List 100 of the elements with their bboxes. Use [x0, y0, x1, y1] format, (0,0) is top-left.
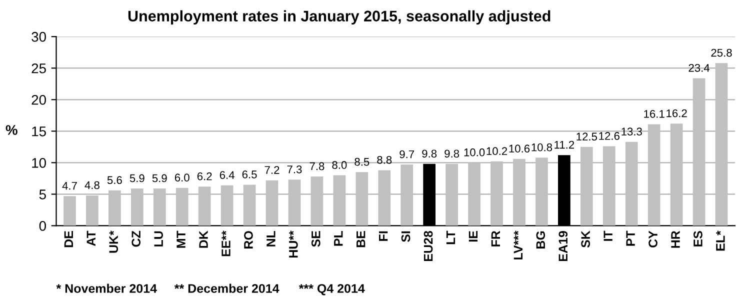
bar [266, 180, 278, 226]
y-tick-label: 5 [39, 190, 46, 200]
x-tick-label: EA19 [558, 231, 568, 261]
x-tick-label: AT [86, 230, 96, 246]
bar [288, 180, 301, 226]
bar [378, 170, 391, 226]
data-label: 23.4 [688, 64, 710, 72]
bar [400, 164, 414, 226]
bar [715, 63, 728, 226]
y-tick-label: 30 [32, 32, 46, 42]
y-tick-label: 25 [32, 63, 46, 74]
chart-title: Unemployment rates in January 2015, seasonally adjusted [128, 10, 550, 25]
data-label: 6.5 [242, 170, 257, 178]
bar [243, 184, 256, 226]
bar [490, 161, 503, 226]
data-label: 11.2 [554, 140, 574, 149]
bar [602, 146, 616, 226]
data-label: 9.8 [444, 150, 460, 158]
bar [536, 158, 548, 226]
x-tick-label: EU28 [424, 230, 433, 261]
text: ** December 2014 [174, 284, 280, 293]
x-tick-label: PT [626, 230, 635, 246]
data-label: 16.1 [644, 110, 664, 118]
x-tick-label: CZ [132, 230, 141, 247]
x-tick-label: CY [648, 230, 658, 248]
x-tick-label: SK [581, 230, 590, 248]
data-label: 13.3 [622, 128, 642, 136]
x-tick-label: ES [694, 231, 702, 246]
data-label: 8.0 [332, 161, 347, 169]
x-tick-label: BG [536, 231, 546, 248]
x-tick-label: SE [311, 231, 320, 247]
x-tick-label: FR [491, 230, 500, 246]
data-label: 6.0 [174, 174, 190, 182]
x-tick-label: RO [244, 231, 253, 248]
data-label: 5.9 [152, 174, 167, 182]
y-tick-label: 15 [32, 126, 46, 136]
x-tick-label: DE [64, 231, 73, 248]
x-tick-label: NL [266, 230, 276, 246]
x-tick-label: LT [446, 230, 456, 244]
bar [580, 146, 593, 226]
data-label: 7.8 [310, 162, 324, 170]
x-tick-label: LU [154, 231, 163, 246]
bar [153, 188, 166, 226]
x-tick-label: BE [356, 231, 366, 248]
text: *** Q4 2014 [298, 284, 365, 296]
data-label: 7.3 [287, 165, 302, 174]
data-label: 10.8 [532, 143, 552, 152]
data-label: 6.2 [197, 172, 212, 180]
bar [468, 162, 480, 226]
x-tick-label: PL [334, 230, 343, 246]
x-tick-label: IE [468, 231, 478, 242]
data-label: 8.8 [377, 156, 392, 164]
bar [692, 78, 706, 226]
y-tick-label: 20 [32, 94, 46, 105]
x-tick-label: UK* [109, 230, 118, 253]
bar [513, 158, 526, 226]
bar [108, 190, 121, 226]
text: * November 2014 [56, 284, 157, 293]
x-tick-label: SI [401, 231, 410, 242]
x-tick-label: HU** [289, 230, 298, 258]
bar [356, 172, 368, 226]
x-tick-label: MT [176, 230, 186, 248]
x-tick-label: FI [379, 231, 388, 241]
bar [176, 188, 188, 226]
bar [220, 185, 234, 226]
data-label: 10.0 [464, 148, 485, 156]
x-tick-label: HR [671, 230, 680, 248]
data-label: 6.4 [220, 171, 234, 179]
bar [310, 176, 324, 226]
data-label: 4.8 [84, 181, 100, 190]
data-label: 12.5 [576, 132, 598, 141]
x-tick-label: DK [199, 230, 208, 248]
bar [670, 124, 683, 226]
data-label: 12.6 [599, 132, 620, 140]
data-label: 9.7 [400, 150, 414, 158]
data-label: 4.7 [62, 182, 77, 190]
bar [130, 188, 144, 226]
data-label: 10.2 [486, 147, 508, 156]
x-tick-label: IT [604, 230, 612, 241]
y-axis-title: % [6, 125, 18, 135]
x-tick-label: EL* [716, 230, 725, 251]
y-tick-label: 10 [32, 158, 46, 168]
x-tick-label: EE** [222, 230, 230, 256]
bar [64, 196, 76, 226]
bar [86, 195, 98, 226]
data-label: 25.8 [711, 48, 732, 57]
bar [648, 124, 660, 226]
data-label: 10.6 [509, 144, 530, 153]
bar [198, 186, 211, 226]
data-label: 16.2 [666, 109, 687, 118]
bar [625, 142, 638, 226]
data-label: 7.2 [264, 166, 280, 174]
x-tick-label: LV*** [514, 230, 522, 260]
y-tick-label: 0 [39, 221, 46, 231]
data-label: 5.9 [130, 174, 144, 182]
bar [333, 175, 346, 226]
data-label: 5.6 [107, 176, 122, 184]
data-label: 9.8 [422, 150, 437, 158]
bar [446, 164, 458, 226]
data-label: 8.5 [354, 158, 370, 166]
